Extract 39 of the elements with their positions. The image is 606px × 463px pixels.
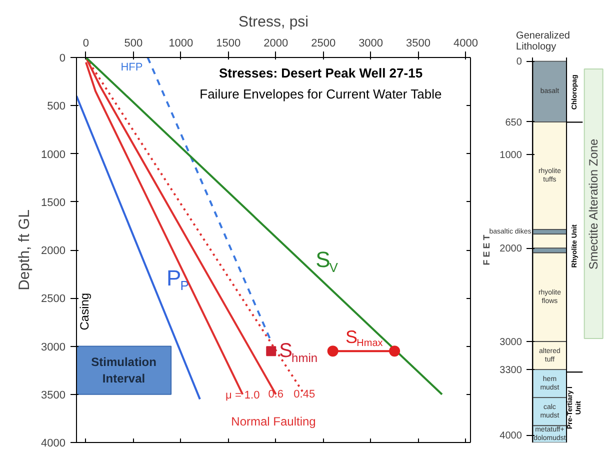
y-tick-label: 3000 [41,341,66,354]
y-tick-label: 3000 [500,337,522,348]
y-tick-label: 2000 [500,244,522,255]
x-tick-label: 1000 [168,38,194,50]
y-tick-label: 500 [47,100,66,113]
x-tick-label: 1500 [216,38,241,50]
series-label: μ = 1.0 [226,389,260,402]
y-tick-label: 1500 [41,196,66,209]
y-tick-label: 650 [505,117,522,128]
annotation: Normal Faulting [231,414,316,428]
y-axis-title: F E E T [481,234,492,266]
y-tick-label: 4000 [41,438,66,450]
y-tick-label: 2500 [41,293,66,306]
y-axis-title: Depth, ft GL [16,210,34,290]
x-tick-label: 2000 [264,38,288,50]
y-tick-label: 4000 [500,430,522,442]
series-label: 0.45 [294,388,316,400]
y-tick-label: 3300 [500,365,522,376]
x-tick-label: 500 [124,38,143,50]
y-tick-label: 3500 [41,389,66,402]
band-label: Stimulation Interval [91,354,156,386]
x-tick-label: 3000 [358,38,384,50]
x-tick-label: 4000 [454,38,478,50]
x-tick-label: 2500 [311,38,336,50]
y-tick-label: 1000 [500,150,522,162]
x-axis-title: Stress, psi [238,14,309,30]
y-tick-label: 2000 [41,245,66,257]
x-tick-label: 0 [82,38,90,50]
annotation: Casing [77,292,92,330]
text: Smectite Alteration Zone [586,138,601,270]
text: Failure Envelopes for Current Water Table [200,86,442,102]
y-tick-label: 1000 [41,148,66,161]
y-tick-label: 0 [59,52,66,64]
x-tick-label: 3500 [406,38,431,50]
y-tick-label: 0 [516,56,522,68]
series-label: 0.6 [268,388,284,400]
series-label: HFP [120,62,143,74]
text: Stresses: Desert Peak Well 27-15 [219,65,423,80]
chart-title: Generalized Lithology [516,30,570,52]
